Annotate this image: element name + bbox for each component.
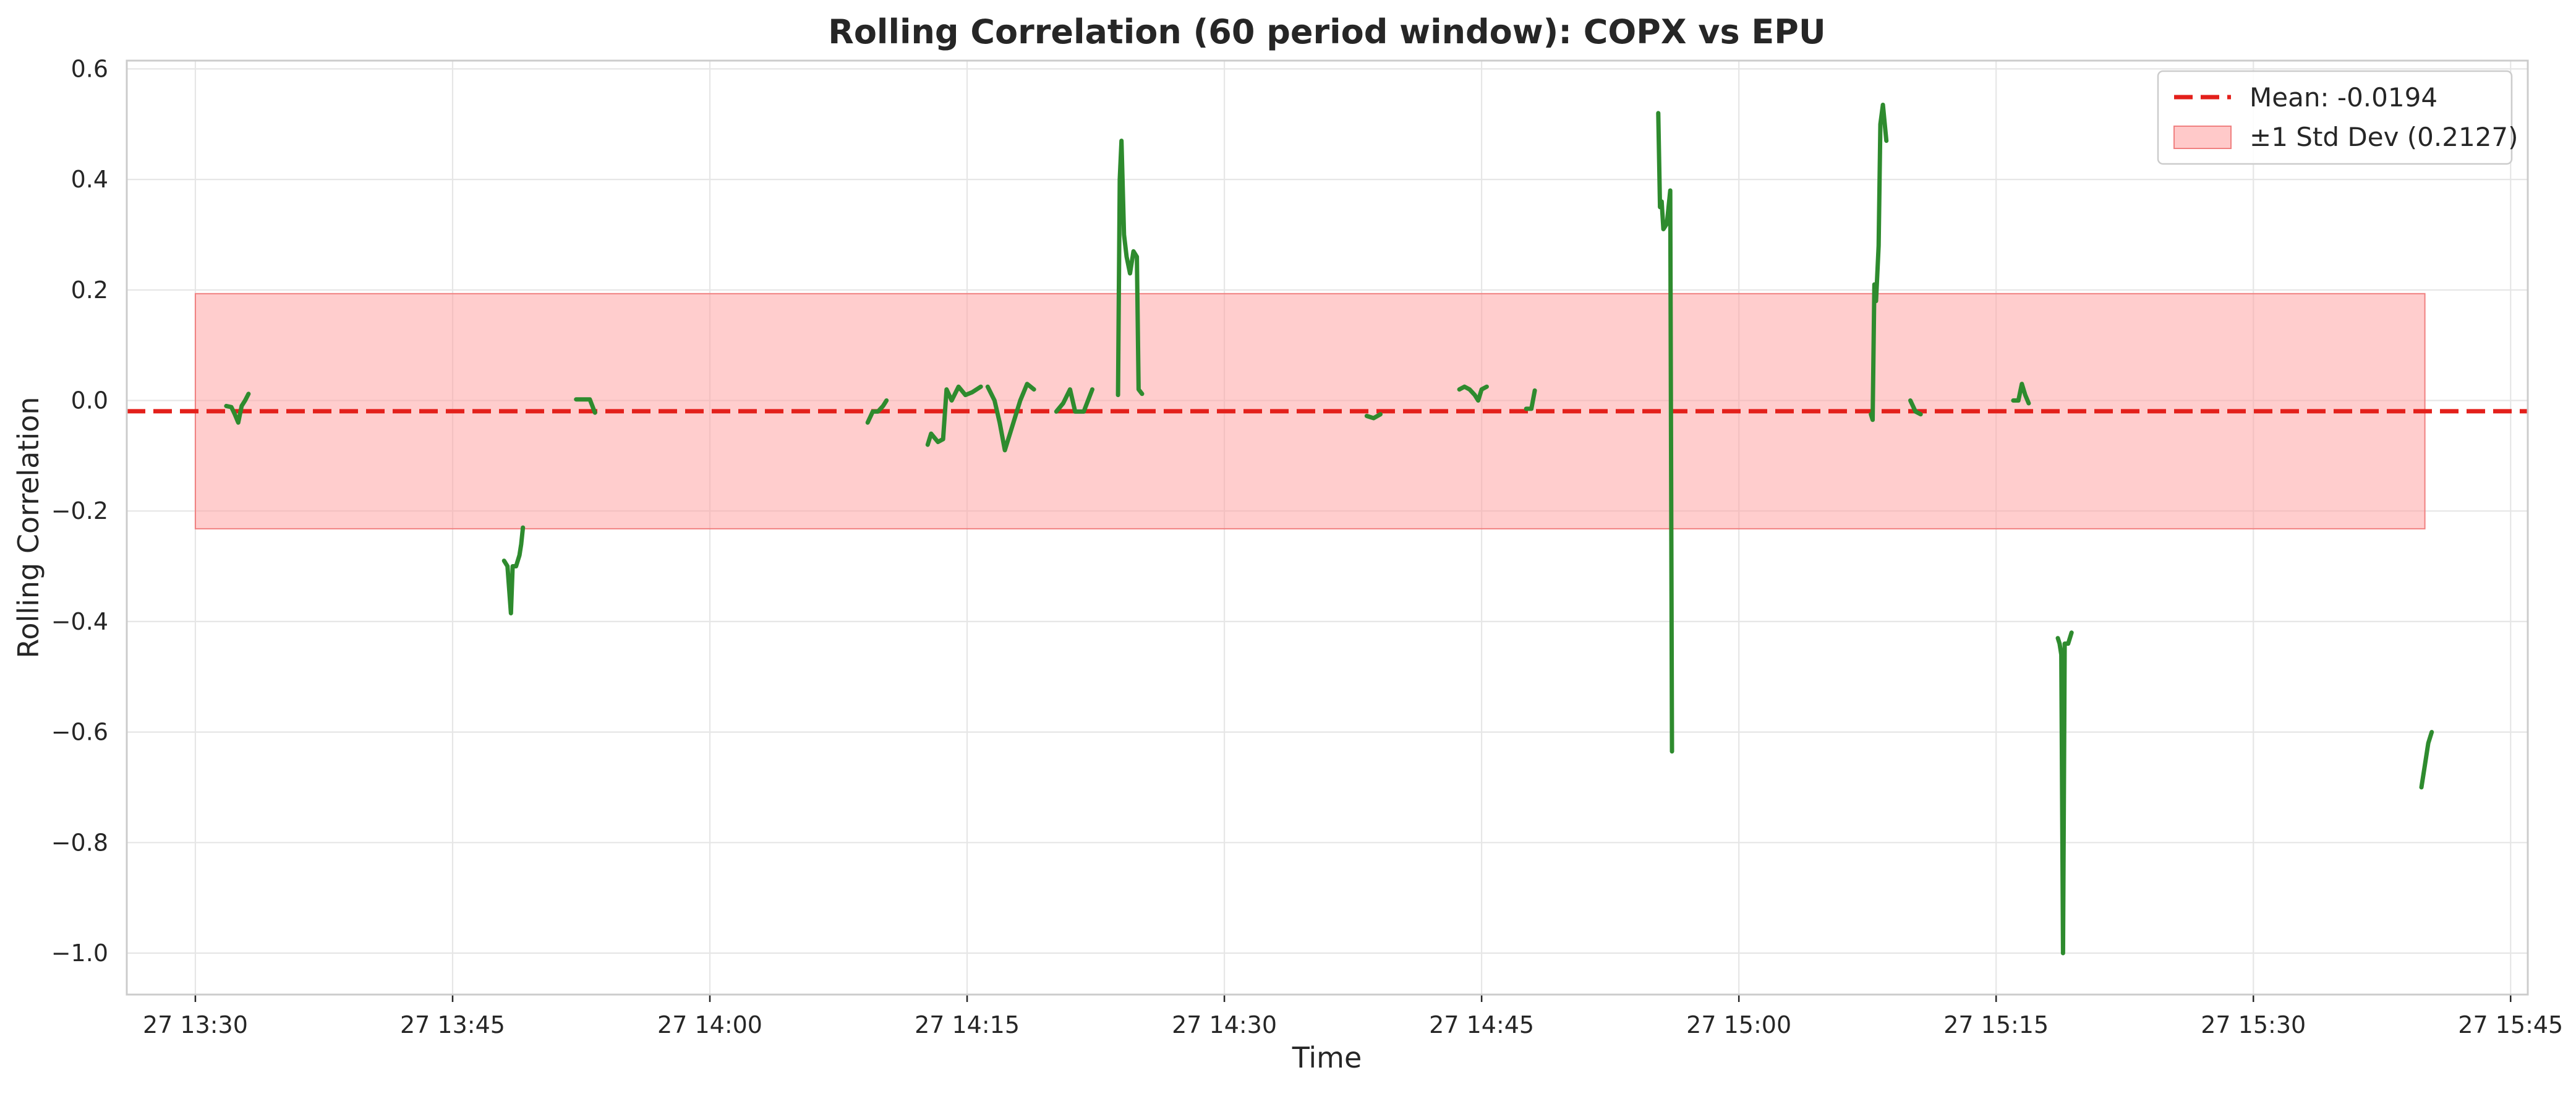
x-tick-label: 27 14:15 [915, 1011, 1020, 1038]
x-axis-label: Time [1292, 1041, 1362, 1074]
y-tick-label: −0.8 [51, 829, 108, 856]
series-line-segment [2419, 730, 2434, 790]
series-line-segment [865, 398, 889, 425]
x-tick-label: 27 13:30 [143, 1011, 248, 1038]
series-line-segment [925, 384, 983, 447]
x-tick-label: 27 15:30 [2201, 1011, 2306, 1038]
y-tick-label: −0.4 [51, 608, 108, 635]
series-line-segment [2055, 630, 2074, 956]
series-line-segment [1364, 412, 1383, 421]
x-tick-label: 27 15:15 [1943, 1011, 2049, 1038]
legend-band-swatch [2173, 126, 2232, 149]
x-tick-label: 27 14:00 [657, 1011, 762, 1038]
x-tick-label: 27 14:45 [1429, 1011, 1534, 1038]
series-line-segment [574, 397, 597, 415]
y-tick-label: −0.6 [51, 719, 108, 746]
legend: Mean: -0.0194 ±1 Std Dev (0.2127) [2157, 70, 2518, 165]
x-tick-labels: 27 13:30 27 13:45 27 14:00 27 14:15 27 14:30… [143, 1011, 2563, 1038]
series-line-segment [501, 525, 526, 615]
legend-box [2157, 70, 2513, 165]
series-line-segment [1656, 111, 1674, 754]
x-tick-label: 27 14:30 [1172, 1011, 1277, 1038]
legend-band-label: ±1 Std Dev (0.2127) [2250, 122, 2518, 152]
correlation-series [224, 103, 2434, 956]
plot-frame [126, 59, 2529, 996]
y-tick-label: 0.4 [71, 166, 108, 193]
series-line-segment [985, 382, 1036, 453]
series-line-segment [224, 392, 251, 425]
series-line-segment [1115, 139, 1145, 398]
series-line-segment [2011, 382, 2031, 406]
series-line-segment [1054, 387, 1094, 414]
x-tick-label: 27 15:45 [2458, 1011, 2563, 1038]
y-tick-label: 0.0 [71, 387, 108, 414]
chart-title: Rolling Correlation (60 period window): … [828, 12, 1826, 51]
y-tick-labels: 0.6 0.4 0.2 0.0 −0.2 −0.4 −0.6 −0.8 −1.0 [51, 55, 108, 967]
series-line-segment [1457, 384, 1489, 403]
series-line-segment [1869, 103, 1889, 422]
y-tick-label: 0.6 [71, 55, 108, 82]
y-tick-label: 0.2 [71, 276, 108, 304]
y-tick-label: −1.0 [51, 940, 108, 967]
series-line-segment [1908, 398, 1923, 417]
legend-mean-label: Mean: -0.0194 [2250, 82, 2437, 113]
y-axis-label: Rolling Correlation [12, 396, 45, 658]
x-tick-label: 27 13:45 [400, 1011, 505, 1038]
x-tick-label: 27 15:00 [1686, 1011, 1791, 1038]
y-tick-label: −0.2 [51, 497, 108, 524]
series-line-segment [1524, 388, 1537, 411]
